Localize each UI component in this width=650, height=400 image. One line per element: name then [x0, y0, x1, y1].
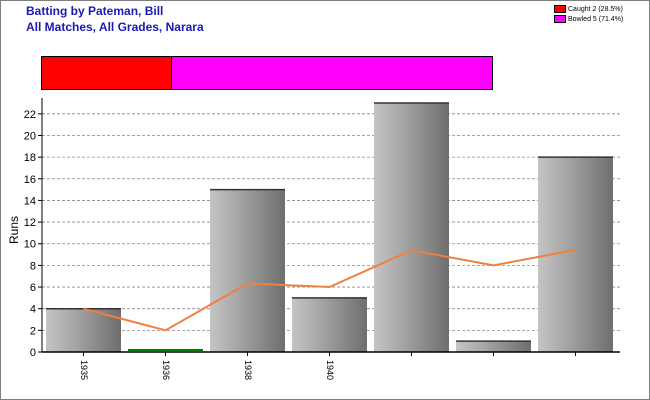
y-tick-label: 22 [24, 109, 36, 121]
bar [292, 297, 367, 352]
y-tick-label: 4 [30, 304, 36, 316]
legend: Caught 2 (28.5%) Bowled 5 (71.4%) [554, 5, 623, 25]
dismissal-segment-bowled [170, 57, 492, 89]
legend-item-bowled: Bowled 5 (71.4%) [554, 15, 623, 25]
chart-title: Batting by Pateman, Bill [26, 4, 164, 18]
legend-swatch-caught [554, 5, 566, 14]
legend-label-caught: Caught 2 (28.5%) [568, 6, 623, 13]
x-tick-label: 1936 [161, 360, 171, 380]
dismissal-bar [41, 56, 493, 90]
bar [374, 103, 449, 352]
legend-swatch-bowled [554, 15, 566, 24]
x-tick-label: 1935 [79, 360, 89, 380]
dismissal-segment-caught [42, 57, 171, 89]
y-tick-label: 8 [30, 260, 36, 272]
average-line [83, 248, 576, 332]
bar-zero [128, 349, 203, 351]
bar [210, 189, 285, 352]
chart-subtitle: All Matches, All Grades, Narara [26, 20, 204, 34]
y-tick-label: 6 [30, 282, 36, 294]
x-tick-label: 1938 [243, 360, 253, 380]
y-tick-label: 18 [24, 152, 36, 164]
y-tick-label: 14 [24, 195, 36, 207]
bar [456, 341, 531, 352]
y-tick-label: 16 [24, 174, 36, 186]
legend-label-bowled: Bowled 5 (71.4%) [568, 16, 624, 23]
y-tick-label: 10 [24, 239, 36, 251]
x-tick-label: 1940 [325, 360, 335, 380]
legend-item-caught: Caught 2 (28.5%) [554, 5, 623, 15]
y-axis-label: Runs [7, 216, 21, 244]
y-tick-label: 20 [24, 130, 36, 142]
y-tick-label: 2 [30, 325, 36, 337]
y-tick-label: 0 [30, 347, 36, 359]
y-tick-label: 12 [24, 217, 36, 229]
